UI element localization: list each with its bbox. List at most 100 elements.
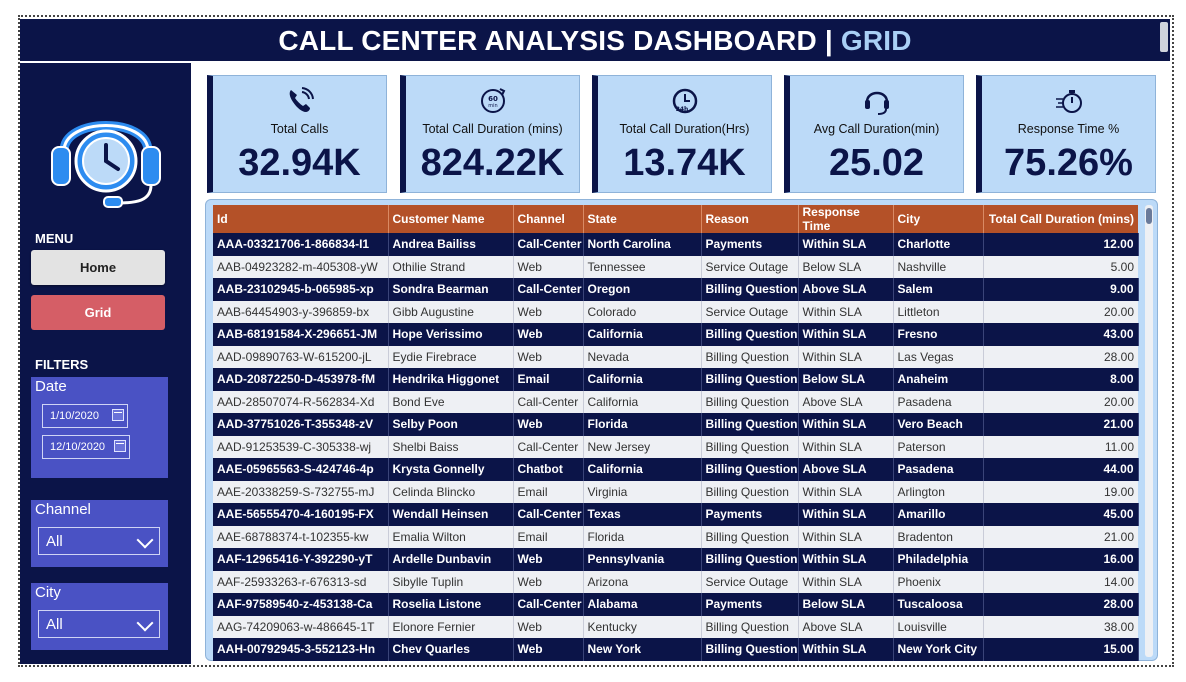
table-cell: Colorado: [583, 300, 702, 323]
table-row[interactable]: AAD-91253539-C-305338-wj Shelbi Baiss Call…: [213, 435, 1138, 458]
kpi-label: Response Time %: [1017, 122, 1120, 136]
table-row[interactable]: AAH-00792945-3-552123-Hn Chev Quarles Web N…: [213, 638, 1139, 661]
table-row[interactable]: AAF-25933263-r-676313-sd Sibylle Tuplin We…: [213, 570, 1138, 593]
start-date-value: 1/10/2020: [50, 410, 99, 422]
table-cell: Email: [513, 480, 584, 503]
city-dropdown[interactable]: All: [38, 610, 160, 638]
kpi-value: 25.02: [828, 142, 925, 184]
column-header[interactable]: Reason: [701, 205, 799, 233]
table-cell: 14.00: [983, 570, 1138, 593]
column-header[interactable]: Total Call Duration (mins): [983, 205, 1138, 233]
table-cell: Nevada: [583, 345, 702, 368]
table-cell: Shelbi Baiss: [388, 435, 514, 458]
column-header[interactable]: Response Time: [798, 205, 894, 233]
kpi-card-total-duration-mins: 60 min Total Call Duration (mins) 824.22…: [400, 75, 580, 193]
table-row[interactable]: AAB-04923282-m-405308-yW Othilie Strand We…: [213, 255, 1138, 278]
table-cell: Ardelle Dunbavin: [388, 548, 514, 571]
table-row[interactable]: AAD-20872250-D-453978-fM Hendrika Higgone…: [213, 368, 1139, 391]
table-scrollbar[interactable]: [1145, 205, 1153, 657]
table-cell: Phoenix: [893, 570, 984, 593]
table-cell: Within SLA: [798, 570, 894, 593]
table-cell: Billing Question: [701, 638, 799, 661]
column-header[interactable]: State: [583, 205, 702, 233]
table-cell: Web: [513, 255, 584, 278]
title-main: CALL CENTER ANALYSIS DASHBOARD |: [278, 25, 833, 56]
table-row[interactable]: AAF-12965416-Y-392290-yT Ardelle Dunbavin…: [213, 548, 1139, 571]
table-cell: Oregon: [583, 278, 702, 301]
svg-text:24h: 24h: [675, 106, 688, 113]
table-cell: 8.00: [983, 368, 1139, 391]
table-scrollbar-thumb[interactable]: [1146, 208, 1152, 224]
table-cell: Billing Question: [701, 390, 799, 413]
table-cell: Web: [513, 570, 584, 593]
page-scrollbar[interactable]: [1160, 22, 1168, 52]
table-cell: Arizona: [583, 570, 702, 593]
table-cell: Louisville: [893, 615, 984, 638]
table-cell: Within SLA: [798, 503, 894, 526]
table-cell: Othilie Strand: [388, 255, 514, 278]
table-cell: Payments: [701, 503, 799, 526]
table-cell: Arlington: [893, 480, 984, 503]
home-button[interactable]: Home: [31, 250, 165, 285]
dashboard-frame: [18, 15, 1174, 667]
table-cell: Within SLA: [798, 638, 894, 661]
column-header[interactable]: City: [893, 205, 984, 233]
table-row[interactable]: AAA-03321706-1-866834-I1 Andrea Bailiss Ca…: [213, 233, 1139, 256]
table-cell: 20.00: [983, 390, 1138, 413]
column-header[interactable]: Channel: [513, 205, 584, 233]
column-header[interactable]: Customer Name: [388, 205, 514, 233]
table-cell: AAD-09890763-W-615200-jL: [213, 345, 389, 368]
table-cell: AAF-12965416-Y-392290-yT: [213, 548, 389, 571]
table-row[interactable]: AAE-68788374-t-102355-kw Emalia Wilton Ema…: [213, 525, 1138, 548]
table-cell: Below SLA: [798, 368, 894, 391]
table-cell: California: [583, 323, 702, 346]
table-cell: Vero Beach: [893, 413, 984, 436]
table-cell: New York City: [893, 638, 984, 661]
table-row[interactable]: AAE-20338259-S-732755-mJ Celinda Blincko E…: [213, 480, 1138, 503]
table-cell: AAB-23102945-b-065985-xp: [213, 278, 389, 301]
table-row[interactable]: AAB-23102945-b-065985-xp Sondra Bearman Ca…: [213, 278, 1139, 301]
table-row[interactable]: AAD-09890763-W-615200-jL Eydie Firebrace W…: [213, 345, 1138, 368]
table-cell: Salem: [893, 278, 984, 301]
calls-table: Id Customer Name Channel State Reason Re…: [213, 205, 1139, 661]
grid-button[interactable]: Grid: [31, 295, 165, 330]
table-cell: Within SLA: [798, 435, 894, 458]
table-cell: AAE-20338259-S-732755-mJ: [213, 480, 389, 503]
menu-heading: MENU: [35, 231, 74, 246]
table-cell: 19.00: [983, 480, 1138, 503]
table-cell: AAA-03321706-1-866834-I1: [213, 233, 389, 256]
table-cell: Billing Question: [701, 323, 799, 346]
table-cell: AAD-28507074-R-562834-Xd: [213, 390, 389, 413]
title-bar: CALL CENTER ANALYSIS DASHBOARD | GRID: [20, 19, 1170, 61]
chevron-down-icon[interactable]: [136, 614, 154, 632]
column-header[interactable]: Id: [213, 205, 389, 233]
table-row[interactable]: AAB-64454903-y-396859-bx Gibb Augustine We…: [213, 300, 1138, 323]
table-cell: Paterson: [893, 435, 984, 458]
channel-dropdown[interactable]: All: [38, 527, 160, 555]
table-cell: Alabama: [583, 593, 702, 616]
table-cell: 43.00: [983, 323, 1139, 346]
table-cell: AAG-74209063-w-486645-1T: [213, 615, 389, 638]
table-cell: AAD-91253539-C-305338-wj: [213, 435, 389, 458]
table-cell: Payments: [701, 593, 799, 616]
calendar-icon[interactable]: [114, 440, 126, 452]
table-row[interactable]: AAF-97589540-z-453138-Ca Roselia Listone C…: [213, 593, 1139, 616]
table-cell: AAD-37751026-T-355348-zV: [213, 413, 389, 436]
headset-icon: [864, 91, 889, 115]
start-date-input[interactable]: 1/10/2020: [42, 404, 128, 428]
table-cell: Celinda Blincko: [388, 480, 514, 503]
table-row[interactable]: AAE-05965563-S-424746-4p Krysta Gonnelly C…: [213, 458, 1139, 481]
table-cell: Above SLA: [798, 278, 894, 301]
table-row[interactable]: AAB-68191584-X-296651-JM Hope Verissimo We…: [213, 323, 1139, 346]
table-row[interactable]: AAD-37751026-T-355348-zV Selby Poon Web Flo…: [213, 413, 1139, 436]
end-date-input[interactable]: 12/10/2020: [42, 435, 130, 459]
table-cell: AAE-56555470-4-160195-FX: [213, 503, 389, 526]
table-cell: Call-Center: [513, 435, 584, 458]
table-row[interactable]: AAD-28507074-R-562834-Xd Bond Eve Call-Cen…: [213, 390, 1138, 413]
chevron-down-icon[interactable]: [136, 531, 154, 549]
table-cell: Charlotte: [893, 233, 984, 256]
calendar-icon[interactable]: [112, 409, 124, 421]
table-row[interactable]: AAG-74209063-w-486645-1T Elonore Fernier W…: [213, 615, 1138, 638]
table-cell: Roselia Listone: [388, 593, 514, 616]
table-row[interactable]: AAE-56555470-4-160195-FX Wendall Heinsen C…: [213, 503, 1139, 526]
